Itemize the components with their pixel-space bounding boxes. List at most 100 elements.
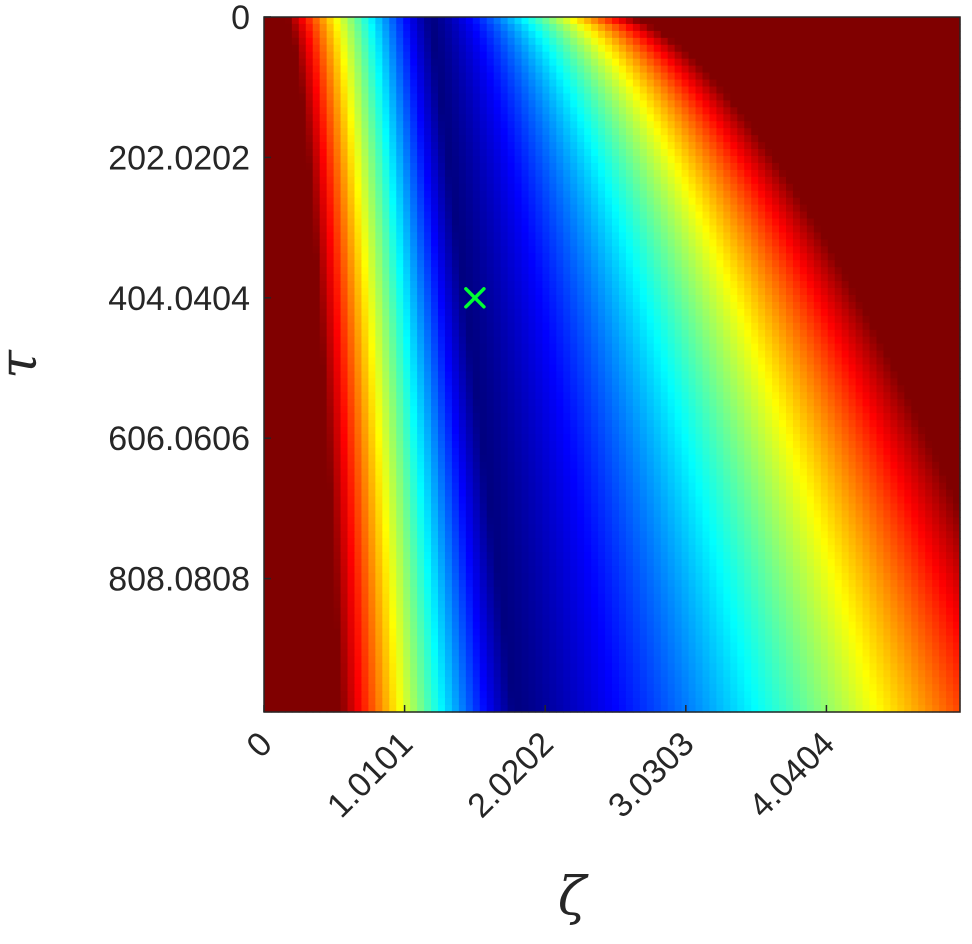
heatmap-cell [500, 37, 509, 46]
heatmap-cell [354, 17, 363, 25]
heatmap-cell [653, 93, 662, 101]
heatmap-cell [472, 253, 481, 261]
heatmap-cell [375, 350, 383, 359]
heatmap-cell [396, 357, 404, 366]
heatmap-cell [549, 183, 557, 192]
heatmap-cell [786, 114, 794, 122]
heatmap-cell [779, 79, 787, 88]
heatmap-cell [396, 142, 404, 150]
heatmap-cell [312, 315, 321, 324]
heatmap-cell [674, 267, 683, 275]
heatmap-cell [925, 135, 933, 143]
heatmap-cell [695, 107, 704, 115]
heatmap-cell [939, 260, 947, 268]
heatmap-cell [646, 267, 655, 275]
heatmap-cell [751, 114, 759, 122]
heatmap-cell [354, 322, 363, 331]
heatmap-cell [270, 315, 279, 324]
heatmap-cell [799, 79, 808, 88]
heatmap-cell [730, 246, 738, 254]
heatmap-cell [737, 156, 745, 164]
heatmap-cell [424, 232, 432, 240]
heatmap-cell [709, 37, 717, 46]
heatmap-cell [431, 343, 439, 352]
heatmap-cell [598, 197, 606, 206]
heatmap-cell [277, 197, 286, 206]
heatmap-cell [625, 51, 634, 60]
heatmap-cell [291, 183, 300, 192]
heatmap-cell [333, 156, 342, 164]
heatmap-cell [340, 246, 349, 254]
heatmap-cell [444, 135, 453, 143]
heatmap-cell [549, 135, 557, 143]
heatmap-cell [556, 315, 564, 324]
heatmap-cell [458, 162, 467, 171]
heatmap-cell [646, 100, 655, 108]
heatmap-cell [563, 142, 571, 150]
heatmap-cell [932, 190, 940, 199]
heatmap-cell [612, 190, 620, 199]
heatmap-cell [827, 135, 836, 143]
heatmap-cell [514, 30, 523, 39]
heatmap-cell [410, 267, 418, 275]
heatmap-cell [883, 267, 891, 275]
heatmap-cell [493, 329, 502, 338]
heatmap-cell [758, 329, 766, 338]
heatmap-cell [618, 107, 627, 115]
heatmap-cell [639, 357, 648, 366]
heatmap-cell [918, 135, 926, 143]
heatmap-cell [660, 142, 669, 150]
heatmap-cell [284, 65, 293, 74]
heatmap-cell [403, 267, 411, 275]
heatmap-cell [514, 253, 523, 261]
heatmap-cell [702, 301, 711, 310]
heatmap-cell [786, 169, 794, 178]
heatmap-cell [813, 190, 822, 199]
heatmap-cell [862, 232, 871, 240]
heatmap-cell [744, 128, 752, 136]
heatmap-cell [932, 246, 940, 254]
heatmap-cell [744, 281, 752, 289]
heatmap-cell [834, 197, 843, 206]
heatmap-cell [660, 65, 669, 74]
heatmap-cell [813, 121, 822, 129]
heatmap-cell [333, 121, 342, 129]
heatmap-cell [542, 30, 550, 39]
heatmap-cell [841, 142, 850, 150]
heatmap-cell [744, 308, 752, 317]
heatmap-cell [862, 114, 871, 122]
heatmap-cell [472, 142, 481, 150]
heatmap-cell [799, 135, 808, 143]
heatmap-cell [744, 100, 752, 108]
heatmap-cell [556, 274, 564, 282]
heatmap-cell [431, 225, 439, 234]
heatmap-cell [493, 93, 502, 101]
heatmap-cell [702, 93, 711, 101]
heatmap-cell [577, 51, 585, 60]
heatmap-cell [737, 260, 745, 268]
heatmap-cell [758, 183, 766, 192]
heatmap-cell [417, 23, 425, 32]
heatmap-cell [667, 267, 676, 275]
heatmap-cell [820, 17, 829, 25]
heatmap-cell [284, 343, 293, 352]
heatmap-cell [563, 211, 571, 220]
heatmap-cell [702, 295, 711, 303]
heatmap-cell [667, 149, 676, 157]
heatmap-cell [486, 218, 495, 227]
heatmap-cell [291, 211, 300, 220]
heatmap-cell [695, 169, 704, 178]
heatmap-cell [820, 44, 829, 53]
heatmap-cell [834, 72, 843, 81]
heatmap-cell [632, 72, 641, 81]
heatmap-cell [883, 288, 891, 296]
heatmap-cell [375, 204, 383, 213]
heatmap-cell [779, 295, 787, 303]
heatmap-cell [911, 204, 919, 213]
heatmap-cell [270, 218, 279, 227]
heatmap-cell [563, 301, 571, 310]
heatmap-cell [827, 274, 836, 282]
heatmap-cell [382, 232, 390, 240]
heatmap-cell [953, 204, 961, 213]
heatmap-cell [618, 149, 627, 157]
